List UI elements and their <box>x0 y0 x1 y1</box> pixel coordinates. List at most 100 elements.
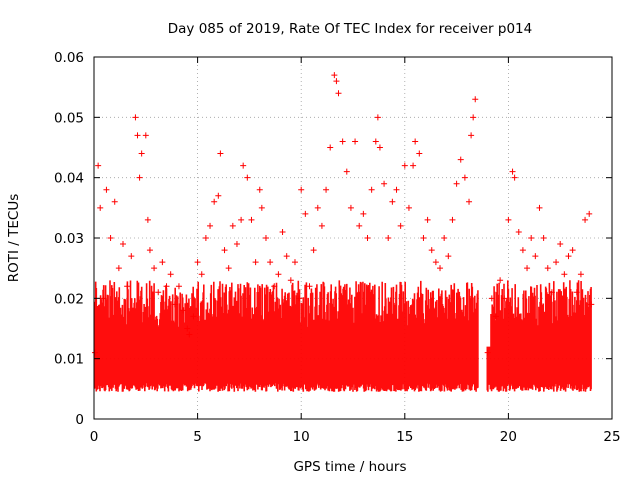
data-point <box>100 295 107 302</box>
chart-title: Day 085 of 2019, Rate Of TEC Index for r… <box>168 21 532 37</box>
data-point <box>374 114 381 121</box>
data-point <box>291 259 298 266</box>
data-point <box>167 271 174 278</box>
data-point <box>155 289 162 296</box>
y-tick-label: 0 <box>75 412 84 428</box>
data-point <box>470 114 477 121</box>
data-point <box>190 313 197 320</box>
data-point <box>314 204 321 211</box>
data-point <box>582 216 589 223</box>
y-tick-label: 0.02 <box>54 291 84 307</box>
data-point <box>248 216 255 223</box>
data-point <box>472 96 479 103</box>
data-point <box>225 265 232 272</box>
data-point <box>511 174 518 181</box>
data-point <box>449 216 456 223</box>
data-point <box>163 283 170 290</box>
data-point <box>569 247 576 254</box>
data-point <box>128 253 135 260</box>
data-point <box>233 241 240 248</box>
data-point <box>389 198 396 205</box>
data-point <box>298 186 305 193</box>
data-point <box>229 222 236 229</box>
data-point <box>275 271 282 278</box>
data-point <box>238 216 245 223</box>
data-point <box>296 295 303 302</box>
x-tick-label: 5 <box>193 429 202 445</box>
data-point <box>405 204 412 211</box>
data-point <box>120 241 127 248</box>
data-point <box>256 186 263 193</box>
data-point <box>492 313 499 320</box>
data-point <box>437 265 444 272</box>
data-point <box>410 162 417 169</box>
data-point <box>488 295 495 302</box>
data-point <box>180 307 187 314</box>
data-point <box>103 186 110 193</box>
data-point <box>540 235 547 241</box>
y-tick-label: 0.05 <box>54 110 84 126</box>
data-point <box>124 283 131 290</box>
data-point <box>215 192 222 199</box>
data-point <box>146 247 153 254</box>
x-tick-label: 10 <box>293 429 310 445</box>
x-tick-label: 25 <box>603 429 620 445</box>
data-point <box>424 216 431 223</box>
data-point <box>385 235 392 241</box>
data-point <box>461 174 468 181</box>
data-point <box>95 162 102 169</box>
data-point <box>519 247 526 254</box>
data-point <box>356 222 363 229</box>
y-tick-label: 0.01 <box>54 352 84 368</box>
data-point <box>548 289 555 296</box>
data-point <box>457 156 464 163</box>
data-point <box>211 198 218 205</box>
data-point <box>401 162 408 169</box>
data-point <box>134 132 141 139</box>
data-point <box>381 180 388 187</box>
data-point <box>198 271 205 278</box>
data-point <box>335 90 342 97</box>
data-point <box>244 174 251 181</box>
data-point <box>339 138 346 145</box>
data-point <box>468 132 475 139</box>
data-point <box>175 283 182 290</box>
grid-lines <box>94 57 612 419</box>
x-axis-label: GPS time / hours <box>293 459 406 475</box>
dense-data-cloud <box>93 280 592 392</box>
data-point <box>252 259 259 266</box>
data-point <box>221 247 228 254</box>
y-axis-label: ROTI / TECUs <box>6 194 22 282</box>
y-tick-label: 0.06 <box>54 50 84 66</box>
data-point <box>505 216 512 223</box>
data-point <box>115 265 122 272</box>
data-point <box>453 180 460 187</box>
y-tick-label: 0.04 <box>54 171 84 187</box>
data-point <box>343 168 350 175</box>
data-point <box>432 259 439 266</box>
dense-band-strokes <box>93 280 592 392</box>
data-point <box>97 204 104 211</box>
data-point <box>207 222 214 229</box>
data-point <box>258 204 265 211</box>
data-point <box>364 235 371 241</box>
data-point <box>318 222 325 229</box>
data-point <box>327 144 334 151</box>
data-point <box>544 265 551 272</box>
data-point <box>497 277 504 284</box>
data-point <box>287 277 294 284</box>
data-point <box>171 301 178 308</box>
data-point <box>310 247 317 254</box>
data-point <box>306 283 313 290</box>
data-point <box>393 186 400 193</box>
data-point <box>132 114 139 121</box>
data-point <box>441 235 448 241</box>
data-point <box>331 72 338 79</box>
data-point <box>412 138 419 145</box>
x-tick-label: 20 <box>500 429 517 445</box>
data-point <box>202 235 209 241</box>
data-point <box>217 150 224 157</box>
data-point <box>565 253 572 260</box>
data-point <box>577 271 584 278</box>
